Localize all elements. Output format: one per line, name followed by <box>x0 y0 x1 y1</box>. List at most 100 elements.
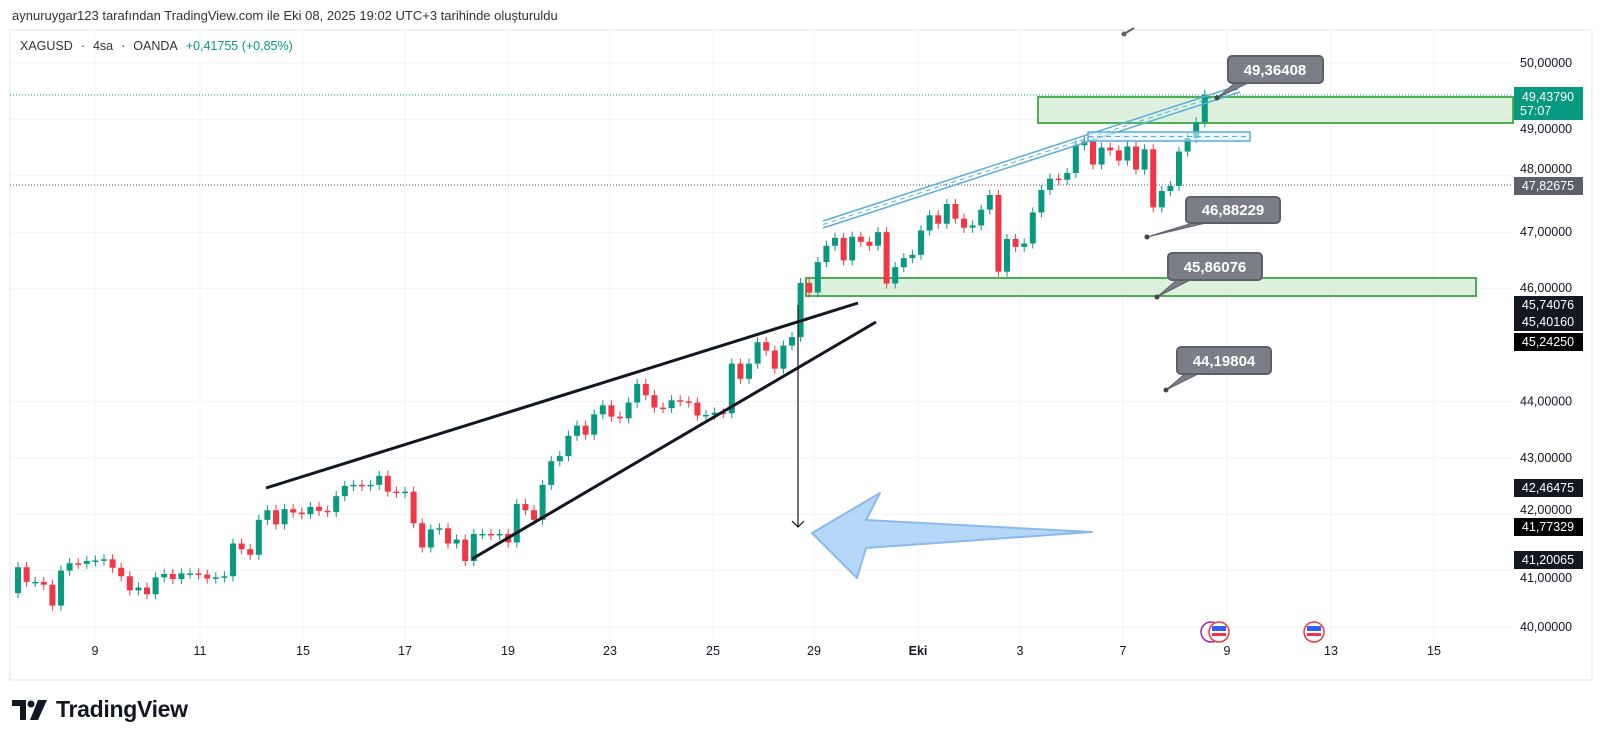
candle-up[interactable] <box>83 561 90 564</box>
candle-up[interactable] <box>548 461 555 485</box>
candle-down[interactable] <box>298 512 305 515</box>
candle-down[interactable] <box>169 573 176 580</box>
candle-down[interactable] <box>126 576 133 591</box>
candle-down[interactable] <box>531 510 537 520</box>
candle-up[interactable] <box>427 529 434 548</box>
candle-up[interactable] <box>625 402 632 419</box>
time-axis[interactable]: 9 11 15 17 19 23 25 29 Eki 3 7 9 13 15 <box>92 644 1441 658</box>
candle-up[interactable] <box>1184 138 1191 152</box>
candle-down[interactable] <box>806 282 813 293</box>
callout-49-36408[interactable]: 49,36408 <box>1214 55 1324 101</box>
candle-up[interactable] <box>565 435 572 457</box>
candle-down[interactable] <box>316 506 322 511</box>
candle-up[interactable] <box>1098 147 1105 165</box>
candle-up[interactable] <box>711 412 718 415</box>
candle-up[interactable] <box>1193 122 1200 139</box>
candle-up[interactable] <box>746 363 752 379</box>
candle-down[interactable] <box>1055 178 1062 181</box>
candle-up[interactable] <box>367 484 374 487</box>
candle-up[interactable] <box>1072 145 1079 173</box>
candle-up[interactable] <box>92 560 99 562</box>
candle-down[interactable] <box>694 402 701 416</box>
candle-down[interactable] <box>617 416 623 419</box>
candle-down[interactable] <box>144 587 150 595</box>
wedge-lower-line[interactable] <box>471 320 877 561</box>
candle-up[interactable] <box>187 573 193 575</box>
candle-up[interactable] <box>599 405 606 415</box>
candle-up[interactable] <box>221 576 228 578</box>
candle-down[interactable] <box>952 204 959 219</box>
candle-up[interactable] <box>341 486 348 497</box>
candle-down[interactable] <box>23 567 30 582</box>
candle-up[interactable] <box>333 496 340 512</box>
candle-up[interactable] <box>591 414 598 435</box>
candle-down[interactable] <box>118 567 125 577</box>
candle-up[interactable] <box>814 262 821 293</box>
candle-up[interactable] <box>943 204 950 224</box>
candle-up[interactable] <box>32 581 39 584</box>
candle-up[interactable] <box>892 267 899 284</box>
candle-up[interactable] <box>918 230 924 255</box>
candle-up[interactable] <box>909 254 916 259</box>
candle-down[interactable] <box>660 407 666 410</box>
candle-down[interactable] <box>40 581 47 585</box>
candle-up[interactable] <box>402 491 408 494</box>
candle-up[interactable] <box>15 567 21 594</box>
candle-down[interactable] <box>935 215 942 224</box>
candle-down[interactable] <box>273 510 279 525</box>
candle-up[interactable] <box>574 425 580 436</box>
target-arrow[interactable] <box>791 305 805 528</box>
candle-up[interactable] <box>1029 212 1036 244</box>
candle-down[interactable] <box>1133 146 1139 170</box>
candle-up[interactable] <box>926 215 933 231</box>
candle-down[interactable] <box>75 563 82 565</box>
candle-up[interactable] <box>1201 94 1208 123</box>
candle-up[interactable] <box>556 456 563 462</box>
candle-up[interactable] <box>986 194 993 210</box>
candle-down[interactable] <box>1150 149 1157 208</box>
candle-up[interactable] <box>230 543 236 577</box>
candle-down[interactable] <box>522 504 529 511</box>
candle-up[interactable] <box>780 345 787 369</box>
big-down-arrow[interactable] <box>811 492 1093 579</box>
candle-up[interactable] <box>1141 149 1148 170</box>
candle-up[interactable] <box>539 484 546 520</box>
candle-up[interactable] <box>1004 238 1010 272</box>
candle-down[interactable] <box>1012 238 1019 247</box>
rising-channel[interactable] <box>822 84 1241 229</box>
candle-down[interactable] <box>857 236 864 242</box>
candle-down[interactable] <box>419 523 426 548</box>
candle-down[interactable] <box>109 559 116 568</box>
legend-interval[interactable]: 4sa <box>92 39 114 53</box>
candle-up[interactable] <box>849 236 856 261</box>
candle-up[interactable] <box>350 484 357 487</box>
candle-down[interactable] <box>384 475 391 492</box>
candle-up[interactable] <box>376 475 383 485</box>
candle-down[interactable] <box>883 232 890 284</box>
candle-down[interactable] <box>771 350 778 369</box>
candle-up[interactable] <box>1124 146 1131 161</box>
candle-up[interactable] <box>58 570 64 606</box>
candle-down[interactable] <box>642 383 649 396</box>
candle-up[interactable] <box>1158 191 1165 208</box>
candle-down[interactable] <box>445 528 451 544</box>
tradingview-logo[interactable]: TradingView <box>12 696 188 723</box>
candle-up[interactable] <box>1176 151 1182 186</box>
candle-up[interactable] <box>1167 185 1174 192</box>
legend-symbol[interactable]: XAGUSD <box>20 39 73 53</box>
candle-down[interactable] <box>961 218 967 228</box>
support-zone[interactable] <box>805 277 1477 297</box>
candle-down[interactable] <box>488 533 494 536</box>
candle-up[interactable] <box>255 519 262 555</box>
candle-up[interactable] <box>281 509 288 525</box>
candle-up[interactable] <box>1021 243 1028 247</box>
candle-up[interactable] <box>161 573 168 578</box>
candle-down[interactable] <box>410 491 417 524</box>
candle-up[interactable] <box>900 258 907 268</box>
candle-up[interactable] <box>152 577 159 595</box>
candle-down[interactable] <box>677 400 684 402</box>
candle-down[interactable] <box>1115 150 1122 161</box>
candle-up[interactable] <box>797 282 804 338</box>
candle-up[interactable] <box>496 533 503 536</box>
